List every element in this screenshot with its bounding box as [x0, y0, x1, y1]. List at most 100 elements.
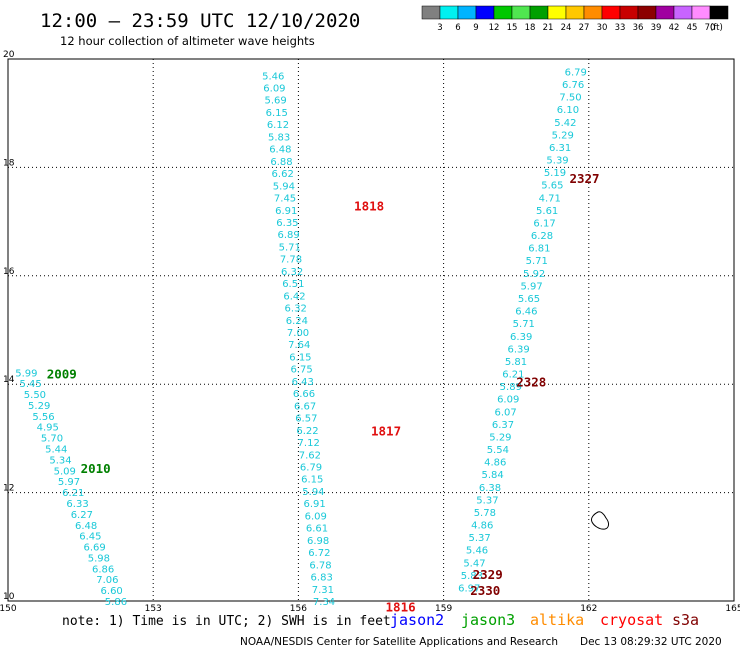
wave-height-value: 6.09	[497, 395, 519, 406]
longitude-tick-label: 159	[435, 604, 452, 614]
color-scale-label: 36	[633, 23, 644, 33]
wave-height-value: 6.22	[296, 426, 318, 437]
wave-height-value: 6.12	[267, 120, 289, 131]
wave-height-value: 5.99	[15, 368, 37, 379]
longitude-tick-label: 153	[145, 604, 162, 614]
wave-height-value: 5.37	[469, 533, 491, 544]
wave-height-value: 5.71	[526, 256, 548, 267]
wave-height-value: 6.88	[270, 157, 292, 168]
color-swatch	[619, 5, 639, 20]
wave-height-value: 6.91	[303, 499, 325, 510]
wave-height-value: 5.83	[268, 132, 290, 143]
track-160: 6.796.767.506.105.425.296.315.395.195.65…	[458, 67, 587, 594]
pass-time-label: 2330	[470, 583, 500, 598]
color-swatch	[529, 5, 549, 20]
wave-height-value: 4.86	[471, 521, 493, 532]
wave-height-value: 5.61	[536, 206, 558, 217]
wave-height-value: 6.28	[531, 231, 553, 242]
satellite-legend-altika: altika	[530, 611, 584, 629]
wave-height-value: 6.48	[269, 145, 291, 156]
color-swatch	[709, 5, 729, 20]
wave-height-value: 6.15	[289, 352, 311, 363]
wave-height-value: 6.66	[293, 389, 315, 400]
color-scale-label: 3	[437, 23, 442, 33]
wave-height-value: 6.61	[306, 524, 328, 535]
color-swatch	[439, 5, 459, 20]
wave-height-value: 6.21	[62, 488, 84, 499]
color-scale-unit: (ft)	[710, 23, 723, 33]
color-scale-label: 12	[489, 23, 500, 33]
pass-time-label: 2009	[47, 366, 77, 381]
satellite-legend-jason2: jason2	[390, 611, 444, 629]
wave-height-value: 7.34	[313, 597, 335, 608]
wave-height-value: 5.81	[505, 357, 527, 368]
color-scale-label: 9	[473, 23, 478, 33]
wave-height-value: 6.91	[275, 206, 297, 217]
wave-height-value: 6.09	[263, 83, 285, 94]
wave-height-value: 5.70	[41, 434, 63, 445]
wave-height-value: 5.29	[552, 130, 574, 141]
latitude-tick-label: 10	[3, 592, 15, 602]
wave-height-value: 5.78	[474, 508, 496, 519]
wave-height-value: 4.95	[37, 423, 59, 434]
wave-height-value: 6.15	[266, 108, 288, 119]
wave-height-value: 5.84	[481, 470, 503, 481]
wave-height-value: 6.86	[92, 564, 114, 575]
wave-height-value: 5.39	[546, 156, 568, 167]
color-scale-label: 45	[687, 23, 698, 33]
wave-height-value: 5.47	[463, 558, 485, 569]
wave-height-value: 7.50	[559, 93, 581, 104]
footer-note: note: 1) Time is in UTC; 2) SWH is in fe…	[62, 614, 391, 629]
wave-height-value: 5.42	[554, 118, 576, 129]
wave-height-value: 6.09	[305, 511, 327, 522]
wave-height-value: 6.76	[562, 80, 584, 91]
wave-height-value: 6.42	[283, 291, 305, 302]
color-scale-label: 24	[561, 23, 572, 33]
wave-height-value: 5.92	[523, 269, 545, 280]
wave-height-value: 7.00	[287, 328, 309, 339]
wave-height-value: 5.65	[518, 294, 540, 305]
color-scale-label: 42	[669, 23, 680, 33]
axis-tick-labels: 150 153 156 159 162 165 10 12 14 16 18 20	[0, 50, 740, 614]
page-subtitle: 12 hour collection of altimeter wave hei…	[60, 34, 315, 48]
wave-height-value: 5.54	[487, 445, 509, 456]
wave-height-value: 6.51	[282, 279, 304, 290]
pass-time-label: 2329	[473, 567, 503, 582]
color-swatch	[475, 5, 495, 20]
wave-height-value: 6.83	[311, 573, 333, 584]
wave-height-value: 6.72	[308, 548, 330, 559]
wave-height-value: 6.60	[101, 586, 123, 597]
wave-height-value: 5.71	[513, 319, 535, 330]
wave-height-value: 6.17	[533, 218, 555, 229]
wave-height-value: 5.45	[20, 379, 42, 390]
color-scale-label: 30	[597, 23, 608, 33]
wave-height-value: 6.89	[277, 230, 299, 241]
track-150: 5.995.455.505.295.564.955.705.445.345.09…	[15, 368, 127, 608]
pass-time-label: 2327	[569, 171, 599, 186]
wave-height-value: 6.97	[458, 583, 480, 594]
wave-height-value: 7.31	[312, 585, 334, 596]
latitude-tick-label: 12	[3, 484, 14, 494]
pass-time-label: 1817	[371, 423, 401, 438]
wave-height-value: 6.75	[290, 365, 312, 376]
wave-height-value: 6.27	[71, 510, 93, 521]
wave-height-value: 7.45	[274, 194, 296, 205]
wave-height-value: 6.39	[510, 332, 532, 343]
color-swatch	[601, 5, 621, 20]
wave-height-value: 6.07	[494, 407, 516, 418]
wave-height-value: 6.46	[515, 307, 537, 318]
wave-height-value: 7.78	[280, 255, 302, 266]
latitude-tick-label: 20	[3, 50, 15, 60]
wave-height-value: 6.98	[307, 536, 329, 547]
color-scale-legend: 3 6 9 12 15 18 21 24 27 30 33 36 39 42 45 70	[421, 5, 729, 33]
page-title: 12:00 — 23:59 UTC 12/10/2020	[40, 10, 360, 32]
color-scale-label: 18	[525, 23, 536, 33]
wave-height-value: 6.67	[294, 401, 316, 412]
color-swatch	[565, 5, 585, 20]
wave-height-value: 7.62	[299, 450, 321, 461]
footer-timestamp: Dec 13 08:29:32 UTC 2020	[580, 636, 722, 648]
color-scale-label: 15	[507, 23, 518, 33]
color-swatch	[421, 5, 441, 20]
